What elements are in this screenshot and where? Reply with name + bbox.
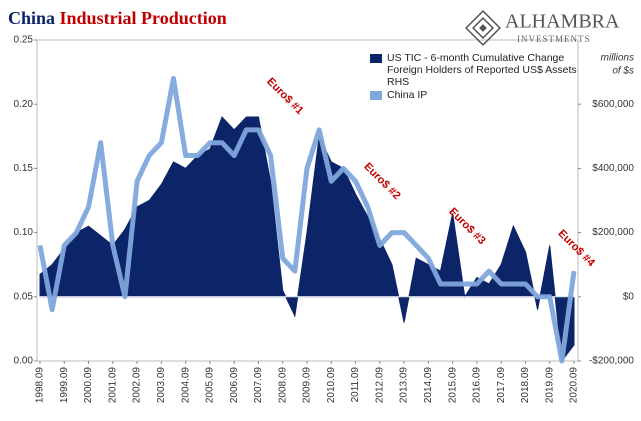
logo-tagline: INVESTMENTS <box>517 34 591 44</box>
x-tick-label: 1999.09 <box>59 367 70 404</box>
title-main: China <box>8 8 55 28</box>
y-tick-label: 0.00 <box>14 356 34 367</box>
legend-label: US TIC - 6-month Cumulative Change Forei… <box>387 52 577 88</box>
x-tick-label: 2019.09 <box>544 367 555 404</box>
x-tick-label: 2001.09 <box>107 367 118 404</box>
x-tick-label: 2010.09 <box>326 367 337 404</box>
logo-graphic: ALHAMBRA INVESTMENTS <box>464 9 620 47</box>
annotation: Euro$ #2 <box>361 161 402 202</box>
y-tick-label: 0.25 <box>14 35 34 46</box>
chart-title: China Industrial Production <box>8 8 227 28</box>
x-tick-label: 2014.09 <box>423 367 434 404</box>
x-tick-label: 2005.09 <box>205 367 216 404</box>
legend: US TIC - 6-month Cumulative Change Forei… <box>370 52 585 102</box>
logo: ALHAMBRA INVESTMENTS <box>464 6 635 55</box>
plot: 0.00 0.05 0.10 0.15 0.20 0.25 -$200,000 $0 $200,… <box>14 35 635 404</box>
x-tick-label: 1998.09 <box>35 367 46 404</box>
annotation: Euro$ #1 <box>264 76 305 117</box>
area <box>39 116 575 363</box>
logo-name: ALHAMBRA <box>505 11 620 33</box>
legend-entry: China IP <box>370 89 585 101</box>
legend-swatch <box>370 54 382 63</box>
x-tick-label: 2017.09 <box>496 367 507 404</box>
x-tick-label: 2013.09 <box>399 367 410 404</box>
y-tick-label: 0.15 <box>14 163 34 174</box>
x-tick-label: 2007.09 <box>253 367 264 404</box>
x-tick-label: 2018.09 <box>520 367 531 404</box>
title-highlight: Industrial Production <box>60 8 227 28</box>
legend-entry: US TIC - 6-month Cumulative Change Forei… <box>370 52 585 88</box>
x-tick-label: 2016.09 <box>472 367 483 404</box>
y-tick-label: 0.05 <box>14 291 34 302</box>
y2-tick-label: -$200,000 <box>589 356 634 367</box>
x-tick-label: 2011.09 <box>350 367 361 403</box>
y2-axis-label: millions <box>601 53 634 64</box>
y-tick-label: 0.10 <box>14 227 34 238</box>
legend-label: China IP <box>387 89 428 101</box>
x-tick-label: 2006.09 <box>229 367 240 404</box>
x-tick-label: 2008.09 <box>277 367 288 404</box>
line <box>37 76 577 364</box>
x-tick-label: 2012.09 <box>374 367 385 404</box>
x-tick-label: 2003.09 <box>156 367 167 404</box>
y2-tick-label: $600,000 <box>592 99 634 110</box>
y-tick-label: 0.20 <box>14 99 34 110</box>
annotation: Euro$ #4 <box>556 228 598 270</box>
x-tick-label: 2000.09 <box>83 367 94 404</box>
x-tick-label: 2020.09 <box>569 367 580 404</box>
x-tick-label: 2002.09 <box>132 367 143 404</box>
y2-tick-label: $400,000 <box>592 163 634 174</box>
y2-tick-label: $0 <box>623 291 635 302</box>
x-tick-label: 2009.09 <box>302 367 313 404</box>
x-tick-label: 2004.09 <box>180 367 191 404</box>
legend-swatch <box>370 91 382 100</box>
x-tick-label: 2015.09 <box>447 367 458 404</box>
y2-axis-label: of $s <box>612 66 634 77</box>
y2-tick-label: $200,000 <box>592 227 634 238</box>
